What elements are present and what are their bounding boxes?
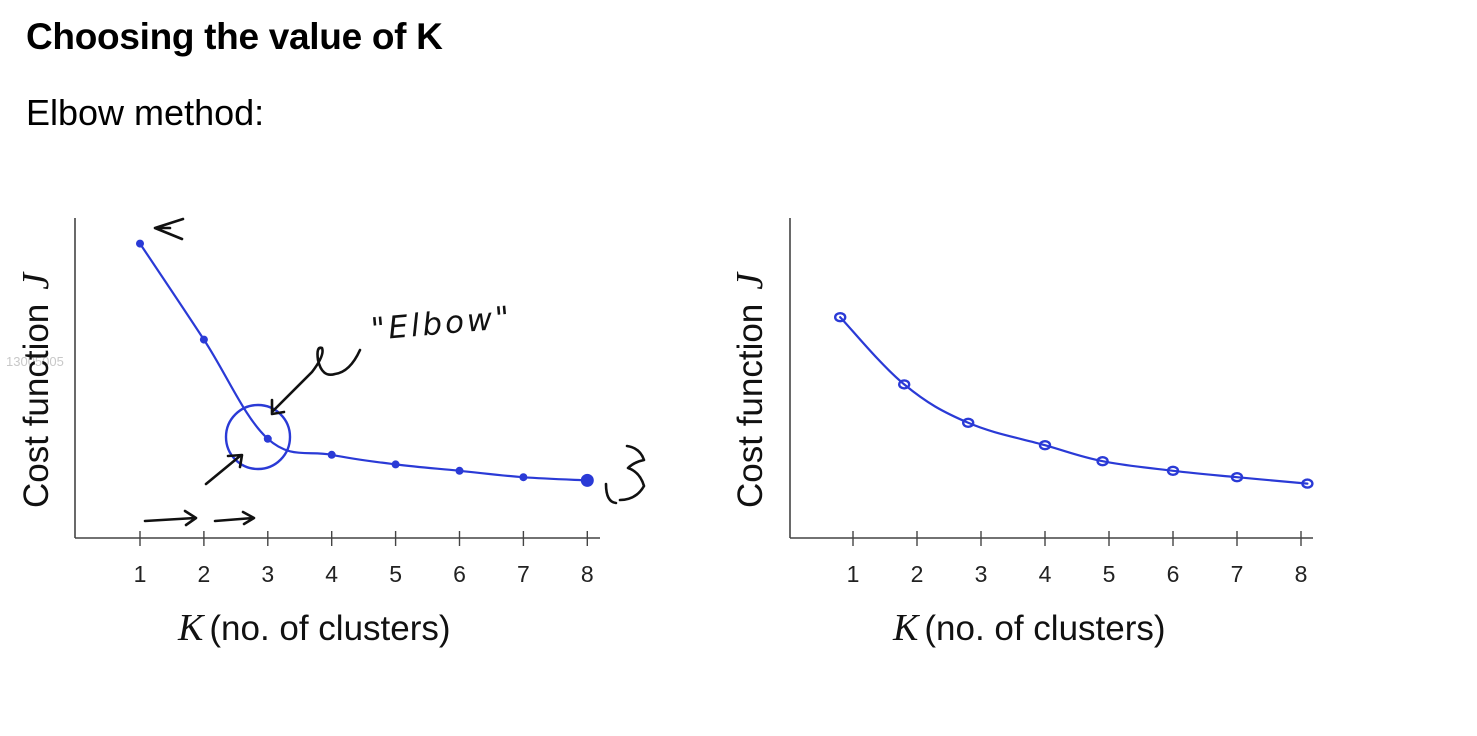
smooth-chart-tick-label-2: 2 — [911, 561, 924, 587]
smooth-chart-tick-label-8: 8 — [1295, 561, 1308, 587]
smooth-cost-chart: 1 2 3 4 5 6 7 8 Cost function J K (no. of cluster… — [729, 218, 1314, 649]
smooth-chart-ylabel: Cost function J — [729, 271, 771, 508]
elbow-chart-points — [136, 239, 594, 487]
elbow-circle — [224, 403, 292, 471]
smooth-chart-point-4 — [1038, 440, 1052, 451]
elbow-chart-point-5 — [391, 460, 400, 469]
smooth-chart-point-7 — [1230, 472, 1244, 483]
elbow-chart-tick-label-5: 5 — [389, 561, 402, 587]
smooth-chart-point-6 — [1166, 465, 1180, 476]
smooth-chart-xlabel: K (no. of clusters) — [892, 607, 1166, 649]
elbow-chart-xlabel-symbol: K — [177, 607, 205, 649]
smooth-chart-tick-label-5: 5 — [1103, 561, 1116, 587]
elbow-chart-tick-label-3: 3 — [261, 561, 274, 587]
smooth-chart-xlabel-text: (no. of clusters) — [924, 609, 1165, 648]
elbow-chart-point-7 — [519, 473, 528, 482]
elbow-chart-series — [138, 242, 589, 482]
smooth-chart-tick-label-1: 1 — [847, 561, 860, 587]
elbow-chart-tick-labels: 1 2 3 4 5 6 7 8 — [134, 561, 594, 587]
smooth-chart-point-1.8 — [898, 379, 911, 390]
smooth-chart-tick-label-3: 3 — [975, 561, 988, 587]
elbow-chart: 1 2 3 4 5 6 7 8 Cost function J K (no. of cluster… — [15, 217, 646, 649]
smooth-chart-ylabel-text: Cost function — [731, 304, 770, 508]
increment-arrow-1 — [143, 509, 198, 527]
handwritten-squiggle-8 — [604, 444, 646, 505]
elbow-chart-tick-label-2: 2 — [198, 561, 211, 587]
elbow-chart-tick-label-7: 7 — [517, 561, 530, 587]
smooth-chart-ylabel-symbol: J — [729, 271, 771, 290]
elbow-chart-ylabel-text: Cost function — [17, 304, 56, 508]
smooth-chart-tick-label-6: 6 — [1167, 561, 1180, 587]
smooth-chart-xlabel-symbol: K — [892, 607, 920, 649]
smooth-chart-point-2.8 — [962, 417, 975, 428]
elbow-chart-xlabel: K (no. of clusters) — [177, 607, 451, 649]
smooth-chart-point-8.1 — [1301, 478, 1314, 489]
elbow-chart-tick-label-6: 6 — [453, 561, 466, 587]
smooth-chart-series — [839, 316, 1309, 485]
smooth-chart-tick-labels: 1 2 3 4 5 6 7 8 — [847, 561, 1308, 587]
elbow-chart-point-3 — [263, 434, 272, 443]
elbow-chart-line — [138, 242, 589, 482]
elbow-chart-point-1 — [136, 239, 144, 248]
elbow-chart-point-8 — [580, 473, 594, 487]
smooth-chart-line — [839, 316, 1309, 485]
elbow-annotation: "Elbow" — [370, 300, 514, 348]
smooth-chart-point-0.8 — [834, 312, 847, 323]
elbow-chart-ylabel-symbol: J — [15, 271, 57, 290]
elbow-chart-xlabel-text: (no. of clusters) — [209, 609, 450, 648]
smooth-chart-tick-label-4: 4 — [1039, 561, 1052, 587]
smooth-chart-points — [834, 312, 1314, 489]
elbow-small-arrow — [204, 453, 244, 486]
elbow-chart-tick-label-8: 8 — [581, 561, 594, 587]
smooth-chart-tick-label-7: 7 — [1231, 561, 1244, 587]
elbow-chart-tick-label-4: 4 — [325, 561, 338, 587]
watermark-id: 13005005 — [6, 354, 64, 369]
smooth-chart-point-4.9 — [1096, 456, 1109, 467]
elbow-chart-point-2 — [199, 335, 208, 344]
slide-subtitle: Elbow method: — [26, 92, 265, 133]
elbow-chart-point-4 — [327, 450, 336, 459]
smooth-chart-ticks — [852, 531, 1302, 546]
elbow-chart-tick-label-1: 1 — [134, 561, 147, 587]
increment-arrow-2 — [213, 510, 256, 526]
elbow-chart-point-6 — [455, 466, 464, 475]
elbow-chart-ylabel: Cost function J — [15, 271, 57, 508]
elbow-pointer-squiggle — [270, 346, 362, 416]
arrow-to-first-point — [153, 217, 185, 241]
slide-title: Choosing the value of K — [26, 16, 443, 57]
elbow-chart-ticks — [139, 531, 588, 546]
